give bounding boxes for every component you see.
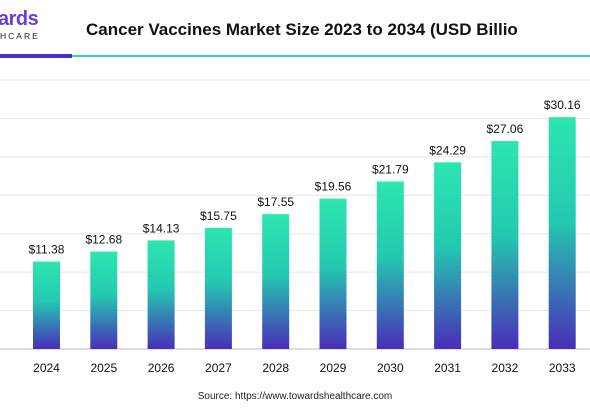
data-label: $19.56 bbox=[315, 180, 352, 194]
x-tick-label: 2026 bbox=[148, 361, 175, 375]
x-tick-label: 2031 bbox=[434, 361, 461, 375]
x-tick-label: 2024 bbox=[33, 361, 60, 375]
bar-2028 bbox=[262, 214, 290, 349]
data-label: $24.29 bbox=[429, 143, 466, 157]
bar-2026 bbox=[147, 240, 175, 349]
bar-2024 bbox=[33, 261, 60, 349]
data-label: $14.13 bbox=[143, 221, 180, 235]
data-label: $15.75 bbox=[200, 209, 237, 223]
bar-2030 bbox=[376, 181, 404, 349]
x-tick-label: 2029 bbox=[320, 361, 347, 375]
bar-2033 bbox=[548, 117, 576, 350]
x-tick-label: 2032 bbox=[492, 361, 519, 375]
bar-2031 bbox=[434, 162, 462, 349]
data-label: $27.06 bbox=[487, 122, 524, 136]
title-rule bbox=[72, 55, 590, 57]
logo-subtext: HCARE bbox=[0, 31, 40, 41]
chart-title: Cancer Vaccines Market Size 2023 to 2034… bbox=[86, 20, 518, 39]
source-note: Source: https://www.towardshealthcare.co… bbox=[197, 391, 393, 402]
data-label: $30.16 bbox=[544, 98, 581, 112]
data-label: $12.68 bbox=[85, 233, 122, 247]
data-label: $17.55 bbox=[257, 195, 294, 209]
bar-2029 bbox=[319, 198, 347, 349]
bar-2025 bbox=[90, 251, 118, 349]
brand-logo: ards HCARE bbox=[0, 6, 72, 42]
x-tick-label: 2025 bbox=[90, 361, 117, 375]
x-tick-label: 2028 bbox=[262, 361, 289, 375]
bar-2027 bbox=[204, 227, 232, 349]
bar-2032 bbox=[491, 141, 519, 349]
x-tick-label: 2030 bbox=[377, 361, 404, 375]
logo-wordmark: ards bbox=[0, 8, 39, 30]
data-label: $21.79 bbox=[372, 163, 409, 177]
x-tick-label: 2033 bbox=[549, 361, 576, 375]
title-rule-accent bbox=[0, 54, 72, 58]
data-label: $11.38 bbox=[29, 243, 65, 257]
x-tick-label: 2027 bbox=[205, 361, 232, 375]
